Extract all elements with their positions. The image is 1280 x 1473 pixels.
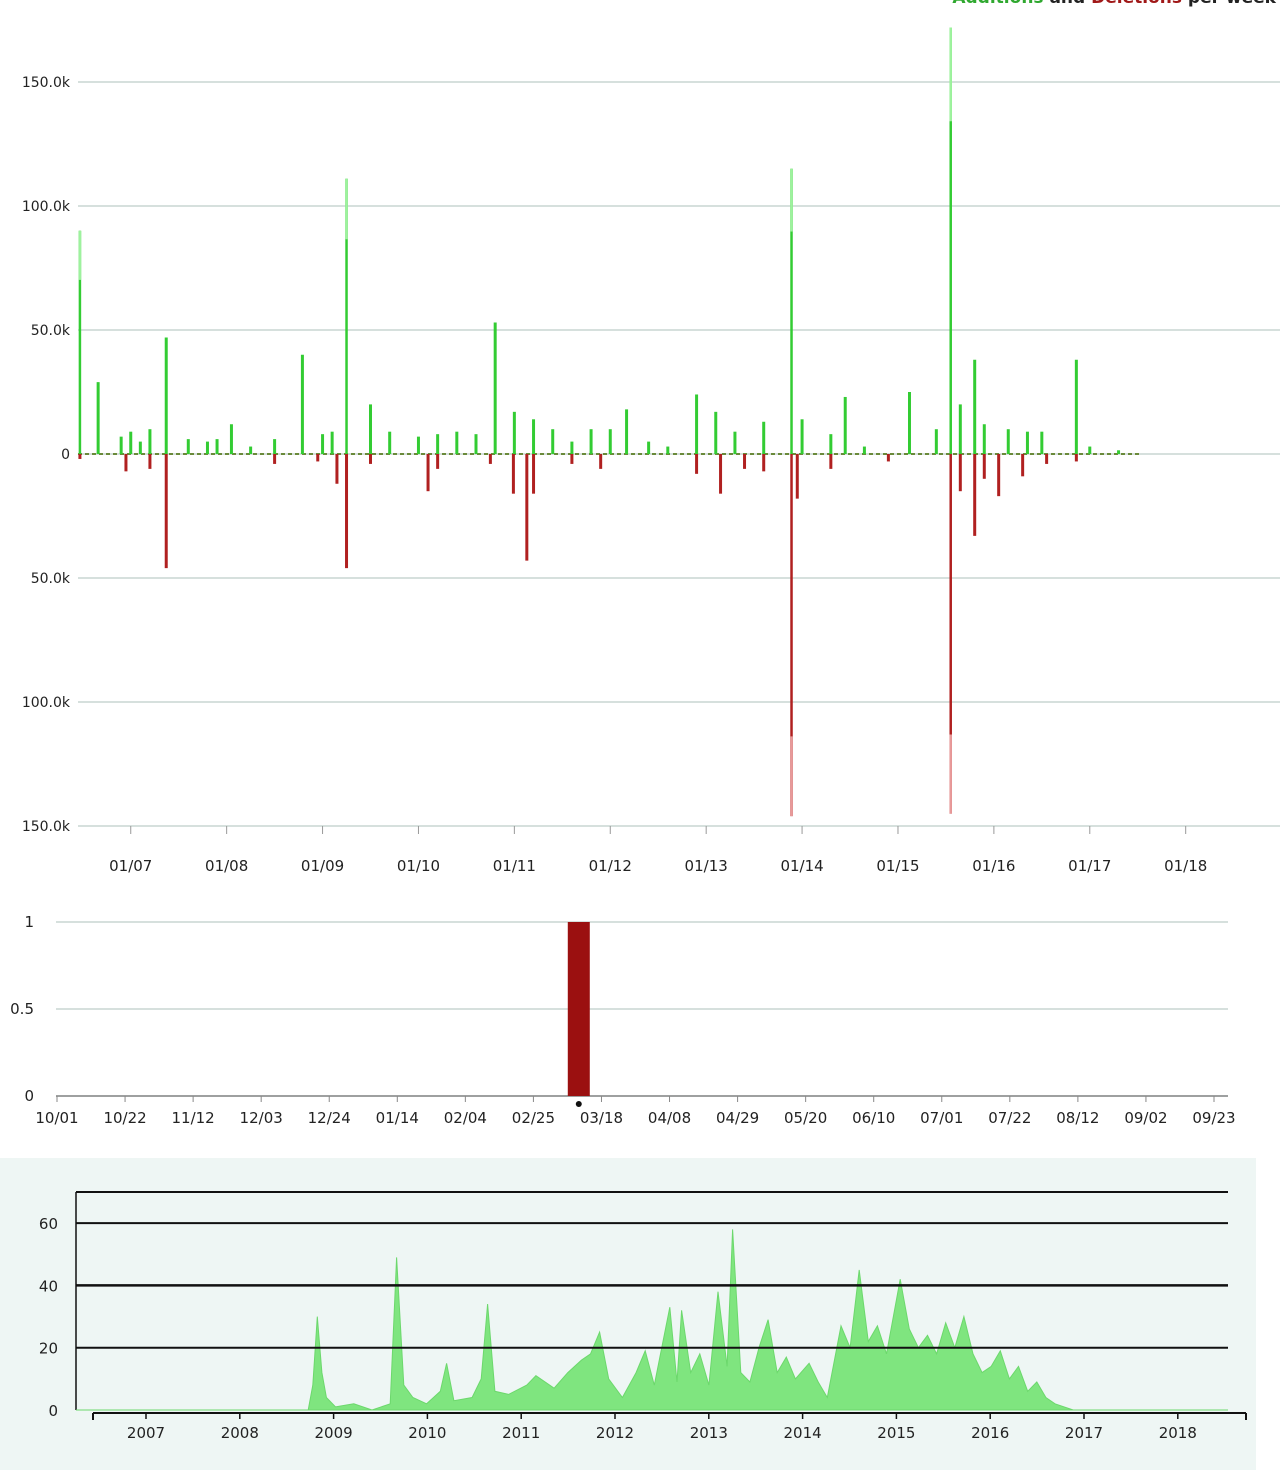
x-tick-label: 03/18 — [580, 1109, 623, 1127]
x-tick-label: 12/03 — [240, 1109, 283, 1127]
x-tick-label: 04/08 — [648, 1109, 691, 1127]
x-tick-label: 2017 — [1065, 1424, 1103, 1442]
bar-marker-dot — [575, 1101, 582, 1107]
x-tick-label: 05/20 — [784, 1109, 827, 1127]
y-tick-label: 50.0k — [31, 571, 71, 587]
title-deletions: Deletions — [1091, 0, 1182, 8]
x-tick-label: 11/12 — [172, 1109, 215, 1127]
bar — [567, 922, 590, 1096]
title-and: and — [1044, 0, 1092, 8]
x-tick-label: 10/01 — [35, 1109, 78, 1127]
y-tick-label: 100.0k — [22, 199, 71, 215]
x-tick-label: 08/12 — [1056, 1109, 1099, 1127]
x-tick-label: 01/13 — [685, 857, 728, 875]
x-tick-label: 01/14 — [780, 857, 823, 875]
y-tick-label: 150.0k — [22, 819, 71, 835]
x-tick-label: 06/10 — [852, 1109, 895, 1127]
x-tick-label: 2016 — [971, 1424, 1009, 1442]
area-series — [76, 1229, 1228, 1411]
y-tick-label: 20 — [39, 1340, 58, 1358]
x-tick-label: 2008 — [221, 1424, 259, 1442]
x-tick-label: 10/22 — [103, 1109, 146, 1127]
single-bar-chart: 1 0.5 010/01 10/22 11/12 12/03 12/24 01/14 02/04… — [10, 913, 1235, 1127]
y-tick-label: 0.5 — [10, 1000, 34, 1018]
x-tick-label: 07/22 — [988, 1109, 1031, 1127]
y-tick-label: 0 — [48, 1402, 58, 1420]
x-tick-label: 01/18 — [1164, 857, 1207, 875]
overview-area-chart: 60 40 20 0 2007 2008 2009 2010 2011 2012 2013 2014 2… — [39, 1191, 1247, 1442]
x-tick-label: 2009 — [315, 1424, 353, 1442]
y-tick-label: 40 — [39, 1277, 58, 1295]
x-tick-label: 01/17 — [1068, 857, 1111, 875]
y-tick-label: 60 — [39, 1215, 58, 1233]
x-tick-label: 01/12 — [589, 857, 632, 875]
x-tick-label: 2011 — [502, 1424, 540, 1442]
y-tick-label: 0 — [61, 447, 70, 463]
x-tick-label: 12/24 — [308, 1109, 351, 1127]
x-tick-label: 01/08 — [205, 857, 248, 875]
x-tick-label: 01/11 — [493, 857, 536, 875]
x-tick-label: 2010 — [408, 1424, 446, 1442]
title-additions: Additions — [952, 0, 1043, 8]
x-tick-label: 07/01 — [920, 1109, 963, 1127]
x-tick-label: 02/25 — [512, 1109, 555, 1127]
x-tick-label: 01/14 — [376, 1109, 419, 1127]
x-tick-label: 02/04 — [444, 1109, 487, 1127]
y-tick-label: 100.0k — [22, 695, 71, 711]
x-tick-label: 01/07 — [109, 857, 152, 875]
additions-deletions-chart: 150.0k 100.0k 50.0k 0 50.0k 100.0k 150.0k 01/07… — [22, 27, 1280, 875]
x-tick-label: 2012 — [596, 1424, 634, 1442]
x-tick-label: 2018 — [1159, 1424, 1197, 1442]
chart-title: Additions and Deletions per week — [952, 0, 1276, 8]
x-tick-label: 01/15 — [876, 857, 919, 875]
y-tick-label: 50.0k — [31, 323, 71, 339]
overview-panel — [0, 1158, 1256, 1470]
y-tick-label: 1 — [24, 913, 34, 931]
title-per-week: per week — [1182, 0, 1276, 8]
x-tick-label: 01/09 — [301, 857, 344, 875]
x-tick-label: 2014 — [784, 1424, 822, 1442]
x-tick-label: 2013 — [690, 1424, 728, 1442]
x-tick-label: 2007 — [127, 1424, 165, 1442]
x-tick-label: 01/10 — [397, 857, 440, 875]
x-tick-label: 04/29 — [716, 1109, 759, 1127]
x-tick-label: 09/02 — [1124, 1109, 1167, 1127]
x-tick-label: 01/16 — [972, 857, 1015, 875]
x-tick-label: 09/23 — [1192, 1109, 1235, 1127]
y-tick-label: 150.0k — [22, 75, 71, 91]
x-tick-label: 2015 — [877, 1424, 915, 1442]
y-tick-label: 0 — [24, 1087, 34, 1105]
